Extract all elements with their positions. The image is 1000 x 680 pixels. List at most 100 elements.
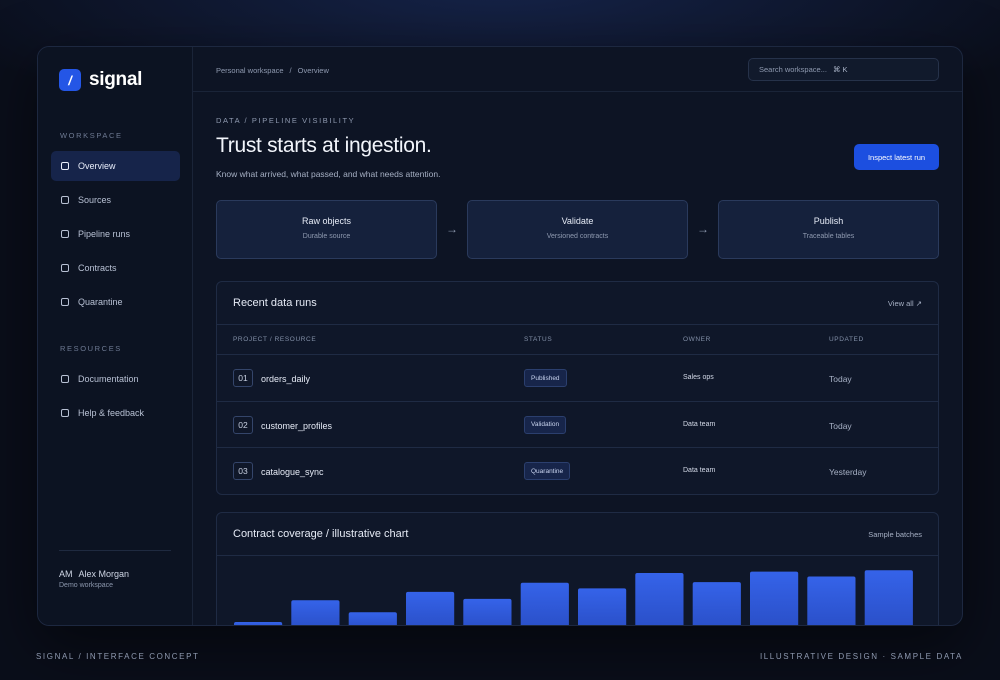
coverage-chart-card: Contract coverage / illustrative chart S… <box>216 512 939 625</box>
chart-bar <box>234 622 283 625</box>
sidebar-item-quarantine[interactable]: Quarantine <box>51 287 180 317</box>
step-subtitle: Durable source <box>302 233 351 240</box>
table-row[interactable]: 03 catalogue_sync Quarantine Data team Y… <box>217 448 938 494</box>
sidebar-item-label: Contracts <box>78 263 117 273</box>
square-icon <box>61 264 69 272</box>
sidebar-item-contracts[interactable]: Contracts <box>51 253 180 283</box>
column-header[interactable]: PROJECT / RESOURCE <box>233 336 317 343</box>
chart-bar <box>635 573 684 625</box>
row-number: 03 <box>233 462 253 480</box>
search-placeholder: Search workspace... <box>759 65 827 74</box>
chart-bar <box>864 570 913 625</box>
page-eyebrow: DATA / PIPELINE VISIBILITY <box>216 116 356 125</box>
chart-bar <box>520 582 569 625</box>
column-header[interactable]: STATUS <box>524 336 553 343</box>
topbar: Personal workspace / Overview Search wor… <box>193 47 962 92</box>
sidebar-item-label: Overview <box>78 161 116 171</box>
breadcrumb-item-overview: Overview <box>297 66 329 75</box>
page-subtitle: Know what arrived, what passed, and what… <box>216 169 441 179</box>
user-name: Alex Morgan <box>78 569 130 579</box>
sidebar-item-label: Help & feedback <box>78 408 145 418</box>
table-row[interactable]: 02 customer_profiles Validation Data tea… <box>217 402 938 448</box>
updated: Today <box>829 420 852 431</box>
footer-caption: SIGNAL / INTERFACE CONCEPT <box>36 652 200 661</box>
step-title: Raw objects <box>301 216 352 226</box>
sidebar-item-label: Quarantine <box>78 297 123 307</box>
card-header: Recent data runs View all ↗ <box>217 282 938 325</box>
app-window: / signal WORKSPACE Overview Sources Pipe… <box>37 46 963 626</box>
owner: Data team <box>683 467 716 474</box>
sidebar-item-documentation[interactable]: Documentation <box>51 364 180 394</box>
row-number: 02 <box>233 415 253 434</box>
card-title: Contract coverage / illustrative chart <box>233 528 409 540</box>
footer-note: ILLUSTRATIVE DESIGN · SAMPLE DATA <box>759 652 963 661</box>
column-header[interactable]: UPDATED <box>829 336 864 343</box>
avatar: AM <box>59 569 73 579</box>
table-row[interactable]: 01 orders_daily Published Sales ops Toda… <box>217 355 938 402</box>
resource-name[interactable]: customer_profiles <box>261 420 333 431</box>
pipeline-step-raw-objects[interactable]: Raw objects Durable source <box>216 200 437 259</box>
brand[interactable]: / signal <box>59 69 142 91</box>
column-header[interactable]: OWNER <box>683 336 711 343</box>
divider <box>59 550 171 551</box>
sidebar-item-label: Pipeline runs <box>78 229 131 239</box>
resources-section-label: RESOURCES <box>60 344 122 353</box>
chart-bar <box>348 612 397 625</box>
bar-chart-svg <box>234 570 913 625</box>
step-title: Validate <box>561 216 594 226</box>
square-icon <box>61 162 69 170</box>
recent-runs-card: Recent data runs View all ↗ PROJECT / RE… <box>216 281 939 495</box>
square-icon <box>61 230 69 238</box>
pipeline-step-publish[interactable]: Publish Traceable tables <box>718 200 939 259</box>
step-subtitle: Versioned contracts <box>546 233 609 240</box>
chart-bar <box>578 588 627 625</box>
sidebar: / signal WORKSPACE Overview Sources Pipe… <box>38 47 193 625</box>
owner: Sales ops <box>683 374 714 381</box>
chart-bar <box>750 571 799 625</box>
arrow-right-icon: → <box>446 222 458 236</box>
logo-icon: / <box>59 69 81 91</box>
updated: Today <box>829 374 852 384</box>
pipeline-step-validate[interactable]: Validate Versioned contracts <box>467 200 688 259</box>
breadcrumb-item-workspace[interactable]: Personal workspace <box>216 66 284 75</box>
breadcrumb-separator: / <box>289 66 292 75</box>
keyboard-shortcut: ⌘ K <box>832 65 848 74</box>
card-title: Recent data runs <box>233 297 317 309</box>
chart-bar <box>291 600 340 625</box>
arrow-right-icon: → <box>697 222 709 236</box>
status-badge: Quarantine <box>524 462 571 480</box>
workspace-section-label: WORKSPACE <box>60 131 123 140</box>
card-header: Contract coverage / illustrative chart S… <box>217 513 938 556</box>
chart-bar <box>463 598 512 625</box>
step-subtitle: Traceable tables <box>802 233 855 240</box>
sidebar-item-help-feedback[interactable]: Help & feedback <box>51 398 180 428</box>
user-workspace: Demo workspace <box>59 582 114 589</box>
user-profile[interactable]: AM Alex Morgan <box>59 569 129 579</box>
square-icon <box>61 196 69 204</box>
coverage-bar-chart <box>217 557 938 625</box>
sidebar-item-label: Sources <box>78 195 112 205</box>
brand-name: signal <box>89 69 143 90</box>
resource-name[interactable]: catalogue_sync <box>261 467 324 477</box>
row-number: 01 <box>233 369 253 387</box>
square-icon <box>61 298 69 306</box>
square-icon <box>61 375 69 383</box>
square-icon <box>61 409 69 417</box>
sidebar-item-overview[interactable]: Overview <box>51 151 180 181</box>
table-header: PROJECT / RESOURCE STATUS OWNER UPDATED <box>217 325 938 355</box>
view-all-link[interactable]: View all ↗ <box>887 299 922 308</box>
search-input[interactable]: Search workspace... ⌘ K <box>748 58 939 81</box>
sample-batches-link[interactable]: Sample batches <box>868 530 922 539</box>
updated: Yesterday <box>829 467 867 477</box>
sidebar-item-pipeline-runs[interactable]: Pipeline runs <box>51 219 180 249</box>
status-badge: Validation <box>524 415 567 434</box>
status-badge: Published <box>524 369 567 387</box>
step-title: Publish <box>813 216 844 226</box>
page-title: Trust starts at ingestion. <box>216 134 432 157</box>
chart-bar <box>807 576 856 625</box>
resource-name[interactable]: orders_daily <box>261 374 311 384</box>
chart-bar <box>406 591 455 625</box>
inspect-latest-run-button[interactable]: Inspect latest run <box>854 144 939 170</box>
sidebar-item-sources[interactable]: Sources <box>51 185 180 215</box>
breadcrumb: Personal workspace / Overview <box>216 66 329 75</box>
